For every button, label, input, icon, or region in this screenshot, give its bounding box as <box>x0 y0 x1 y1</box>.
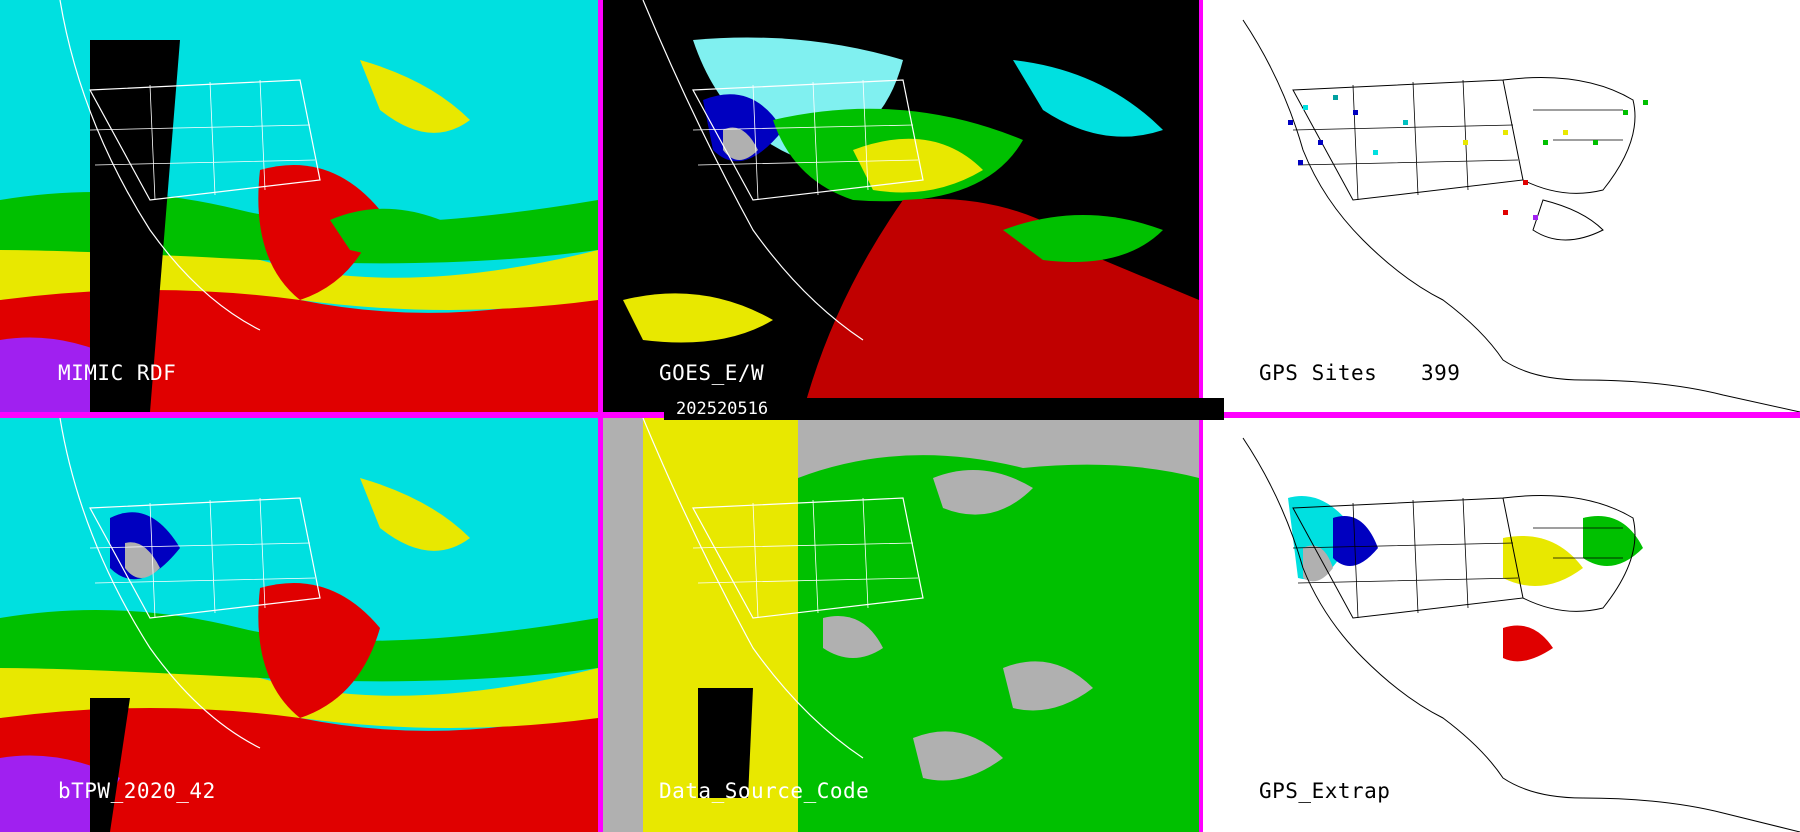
goes-ew-label: GOES_E/W <box>659 361 765 385</box>
mimic-rdf-label: MIMIC RDF <box>58 361 177 385</box>
gps-extrap-label: GPS_Extrap <box>1259 779 1391 803</box>
mimic-rdf-map <box>0 0 598 412</box>
data-source-code-label: Data_Source_Code <box>659 779 870 803</box>
date-label: 202520516 <box>676 399 769 419</box>
btpw-map-panel: bTPW_2020_42 <box>0 418 598 832</box>
gps-sites-map-panel: GPS Sites 399 <box>1203 0 1800 412</box>
gps-sites-count: 399 <box>1421 361 1461 385</box>
btpw-label: bTPW_2020_42 <box>58 779 216 803</box>
gps-extrap-map-panel: GPS_Extrap <box>1203 418 1800 832</box>
gps-extrap-map <box>1203 418 1800 832</box>
data-source-code-map <box>603 418 1199 832</box>
mimic-rdf-map-panel: MIMIC RDF <box>0 0 598 412</box>
gps-sites-map <box>1203 0 1800 412</box>
goes-ew-map <box>603 0 1199 412</box>
date-banner: 202520516 <box>664 398 1224 420</box>
goes-ew-map-panel: GOES_E/W <box>603 0 1199 412</box>
gps-site-markers <box>1288 95 1648 220</box>
gps-sites-label: GPS Sites <box>1259 361 1378 385</box>
btpw-map <box>0 418 598 832</box>
data-source-code-map-panel: Data_Source_Code <box>603 418 1199 832</box>
